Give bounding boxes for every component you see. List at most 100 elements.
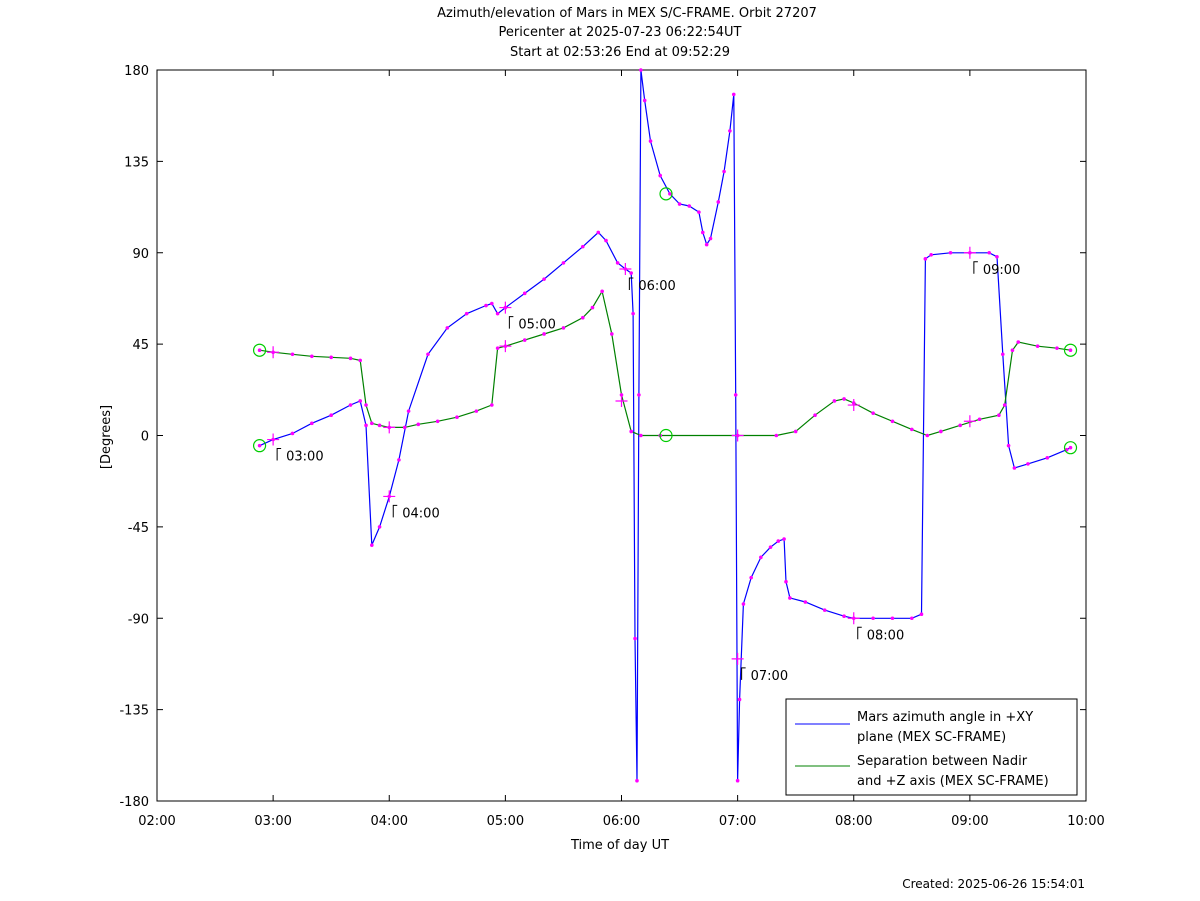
data-point (290, 431, 295, 436)
data-point (977, 417, 982, 422)
data-point (1000, 352, 1005, 357)
data-point (522, 291, 527, 296)
time-label-pointer (973, 261, 978, 274)
y-axis-label: [Degrees] (99, 405, 114, 469)
data-point (737, 697, 742, 702)
data-point (490, 301, 494, 306)
data-point (561, 261, 566, 265)
data-point (708, 236, 713, 241)
data-point (629, 429, 633, 434)
data-point (1045, 456, 1050, 460)
hour-cross-marker (963, 246, 976, 259)
data-point (377, 525, 382, 529)
time-label-pointer (276, 448, 282, 461)
data-point (1055, 346, 1059, 350)
data-point (580, 315, 585, 320)
data-point (782, 537, 786, 541)
data-point (687, 204, 692, 208)
hour-cross-marker (383, 421, 396, 434)
data-point (788, 596, 792, 600)
endpoint-circle (252, 343, 267, 357)
title-line-3: Start at 02:53:26 End at 09:52:29 (510, 45, 730, 60)
data-point (610, 332, 614, 336)
time-label: 07:00 (751, 669, 788, 684)
time-label: 09:00 (983, 263, 1020, 278)
data-point (948, 250, 953, 255)
data-point (700, 230, 705, 235)
endpoint-circle (1063, 441, 1078, 455)
data-point (637, 393, 641, 397)
data-point (668, 192, 672, 196)
data-point (445, 326, 450, 330)
data-point (633, 636, 637, 641)
data-point (1068, 348, 1073, 353)
hour-cross-marker (383, 490, 396, 503)
data-point (402, 425, 407, 430)
data-point (522, 338, 527, 342)
data-point (749, 575, 753, 580)
data-point (890, 616, 895, 621)
data-point (925, 433, 930, 438)
time-annotations: 03:00 04:00 05:00 06:00 07:00 08:00 09:00 (276, 261, 1020, 684)
series-line-separation (259, 289, 1071, 437)
data-point (329, 413, 333, 417)
data-point (733, 393, 738, 397)
data-point (776, 539, 781, 543)
data-point (619, 393, 624, 397)
hour-cross-marker (847, 399, 860, 412)
data-point (358, 399, 363, 403)
data-point (716, 200, 721, 204)
data-point (542, 332, 546, 336)
y-tick-label: -90 (128, 612, 149, 627)
data-point (290, 352, 295, 357)
data-point (648, 139, 653, 143)
time-label-pointer (392, 504, 398, 518)
data-point (784, 579, 788, 584)
title-line-2: Pericenter at 2025-07-23 06:22:54UT (498, 25, 741, 40)
data-point (939, 429, 943, 434)
data-point (697, 210, 701, 214)
hour-cross-marker (267, 433, 280, 446)
data-point (1002, 403, 1007, 407)
time-label: 08:00 (867, 628, 904, 643)
data-point (370, 543, 374, 547)
data-point (455, 415, 459, 420)
y-tick-label: -135 (119, 704, 149, 719)
data-point (490, 403, 494, 407)
data-point (658, 173, 663, 178)
data-point (987, 250, 992, 255)
data-point (257, 348, 262, 353)
data-point (871, 616, 875, 621)
data-point (310, 421, 314, 426)
data-point (474, 409, 479, 413)
endpoint-circle (1063, 343, 1078, 357)
data-point (731, 92, 736, 97)
endpoint-circle (659, 428, 673, 443)
data-point (397, 458, 401, 462)
data-point (1016, 340, 1021, 344)
time-label: 05:00 (518, 318, 555, 333)
data-point (348, 403, 353, 407)
y-tick-label: 90 (132, 247, 149, 262)
data-point (635, 778, 639, 783)
data-point (919, 612, 924, 616)
hour-cross-marker (731, 652, 744, 665)
data-point (1035, 344, 1040, 348)
hour-cross-marker (267, 346, 280, 359)
data-point (580, 244, 585, 249)
time-label-pointer (741, 667, 746, 680)
hour-cross-marker (615, 394, 628, 407)
data-point (832, 399, 837, 403)
data-point (495, 311, 500, 316)
data-point (910, 427, 914, 432)
data-point (1006, 443, 1011, 448)
x-tick-label: 02:00 (138, 814, 175, 829)
data-point (704, 242, 709, 247)
y-tick-label: 135 (124, 155, 149, 170)
data-point (890, 419, 895, 424)
data-point (923, 257, 928, 261)
time-label-pointer (508, 316, 514, 329)
markers (252, 68, 1078, 783)
x-tick-label: 07:00 (719, 814, 756, 829)
endpoint-circle (252, 439, 267, 453)
